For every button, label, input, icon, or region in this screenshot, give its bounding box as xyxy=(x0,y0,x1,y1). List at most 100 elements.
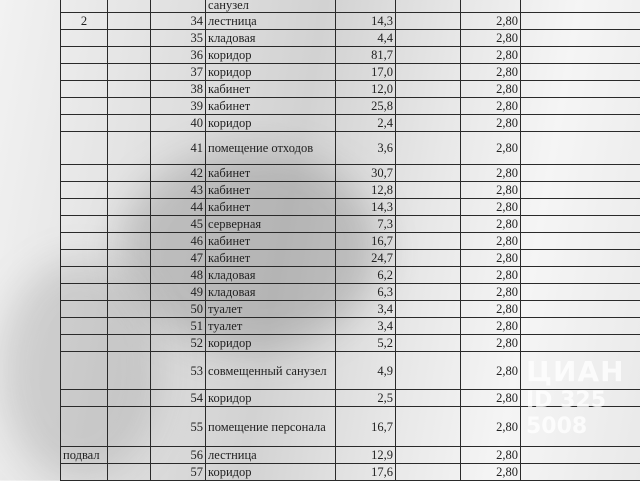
floor-cell xyxy=(61,64,108,81)
empty-cell xyxy=(396,284,461,301)
room-area: 4,9 xyxy=(336,352,396,390)
room-number: 45 xyxy=(151,216,206,233)
empty-cell xyxy=(521,165,640,182)
empty-cell xyxy=(396,165,461,182)
room-name: помещение персонала xyxy=(206,407,336,447)
empty-cell xyxy=(108,250,151,267)
empty-cell xyxy=(521,318,640,335)
room-area: 5,2 xyxy=(336,335,396,352)
ceiling-height: 2,80 xyxy=(461,267,521,284)
floor-cell: подвал xyxy=(61,447,108,464)
room-area: 30,7 xyxy=(336,165,396,182)
ceiling-height: 2,80 xyxy=(461,115,521,132)
ceiling-height: 2,80 xyxy=(461,352,521,390)
ceiling-height: 2,80 xyxy=(461,464,521,481)
room-area: 3,6 xyxy=(336,132,396,165)
room-number: 43 xyxy=(151,182,206,199)
room-name: туалет xyxy=(206,301,336,318)
empty-cell xyxy=(108,407,151,447)
room-area: 3,4 xyxy=(336,301,396,318)
floor-cell xyxy=(61,464,108,481)
floor-cell xyxy=(61,165,108,182)
empty-cell xyxy=(521,390,640,407)
empty-cell xyxy=(396,407,461,447)
room-number: 40 xyxy=(151,115,206,132)
room-number: 39 xyxy=(151,98,206,115)
empty-cell xyxy=(396,81,461,98)
room-area: 12,8 xyxy=(336,182,396,199)
ceiling-height: 2,80 xyxy=(461,132,521,165)
room-area: 6,3 xyxy=(336,284,396,301)
table-row: санузел xyxy=(61,0,640,13)
floor-cell xyxy=(61,115,108,132)
room-name: совмещенный санузел xyxy=(206,352,336,390)
floor-cell xyxy=(61,182,108,199)
empty-cell xyxy=(108,464,151,481)
empty-cell xyxy=(521,267,640,284)
room-number: 38 xyxy=(151,81,206,98)
empty-cell xyxy=(521,64,640,81)
empty-cell xyxy=(521,335,640,352)
room-number: 54 xyxy=(151,390,206,407)
empty-cell xyxy=(521,98,640,115)
empty-cell xyxy=(108,335,151,352)
ceiling-height: 2,80 xyxy=(461,98,521,115)
empty-cell xyxy=(521,115,640,132)
room-name: кладовая xyxy=(206,30,336,47)
empty-cell xyxy=(108,199,151,216)
room-area: 24,7 xyxy=(336,250,396,267)
room-number: 56 xyxy=(151,447,206,464)
room-number: 48 xyxy=(151,267,206,284)
room-area: 14,3 xyxy=(336,199,396,216)
room-number: 44 xyxy=(151,199,206,216)
empty-cell xyxy=(396,352,461,390)
room-area: 3,4 xyxy=(336,318,396,335)
room-name: кабинет xyxy=(206,199,336,216)
empty-cell xyxy=(521,407,640,447)
room-number: 35 xyxy=(151,30,206,47)
room-name: коридор xyxy=(206,464,336,481)
floor-cell xyxy=(61,81,108,98)
empty-cell xyxy=(108,284,151,301)
room-name: кабинет xyxy=(206,81,336,98)
floor-cell xyxy=(61,318,108,335)
room-name: кабинет xyxy=(206,165,336,182)
room-area: 14,3 xyxy=(336,13,396,30)
room-name: помещение отходов xyxy=(206,132,336,165)
empty-cell xyxy=(396,47,461,64)
empty-cell xyxy=(521,81,640,98)
room-area: 25,8 xyxy=(336,98,396,115)
ceiling-height: 2,80 xyxy=(461,447,521,464)
empty-cell xyxy=(521,132,640,165)
room-area: 4,4 xyxy=(336,30,396,47)
room-name: коридор xyxy=(206,115,336,132)
room-area: 16,7 xyxy=(336,407,396,447)
ceiling-height: 2,80 xyxy=(461,47,521,64)
ceiling-height: 2,80 xyxy=(461,182,521,199)
empty-cell xyxy=(108,318,151,335)
empty-cell xyxy=(521,233,640,250)
empty-cell xyxy=(521,352,640,390)
room-area: 7,3 xyxy=(336,216,396,233)
room-number: 46 xyxy=(151,233,206,250)
empty-cell xyxy=(108,352,151,390)
room-name: лестница xyxy=(206,13,336,30)
ceiling-height: 2,80 xyxy=(461,390,521,407)
empty-cell xyxy=(396,64,461,81)
empty-cell xyxy=(521,464,640,481)
floor-cell xyxy=(61,47,108,64)
empty-cell xyxy=(108,301,151,318)
room-name: коридор xyxy=(206,390,336,407)
